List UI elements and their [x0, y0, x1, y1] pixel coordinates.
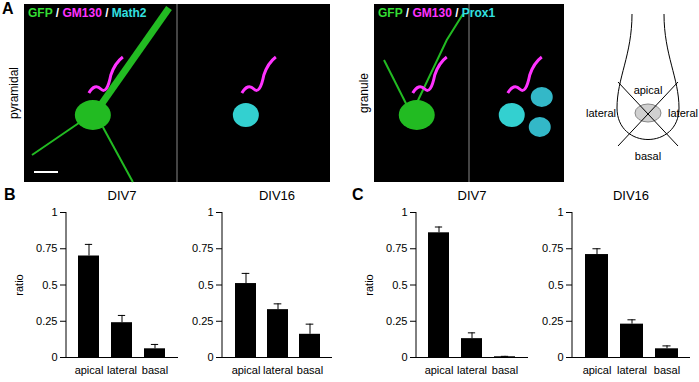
svg-text:0: 0 — [51, 351, 57, 363]
html-text:DIV7: DIV7 — [457, 188, 487, 203]
svg-text:GFP / GM130 / Math2: GFP / GM130 / Math2 — [28, 6, 147, 20]
svg-text:1: 1 — [401, 206, 407, 218]
svg-text:1: 1 — [51, 206, 57, 218]
svg-text:apical: apical — [75, 364, 104, 376]
svg-text:0.25: 0.25 — [542, 315, 563, 327]
svg-text:0.5: 0.5 — [392, 279, 407, 291]
svg-text:1: 1 — [207, 206, 213, 218]
svg-text:apical: apical — [232, 364, 261, 376]
svg-text:0.75: 0.75 — [192, 242, 213, 254]
svg-text:granule: granule — [357, 73, 371, 113]
svg-text:pyramidal: pyramidal — [7, 67, 21, 119]
svg-text:basal: basal — [635, 150, 661, 162]
svg-text:ratio: ratio — [363, 274, 375, 295]
svg-text:0.25: 0.25 — [386, 315, 407, 327]
svg-text:apical: apical — [425, 364, 454, 376]
svg-text:lateral: lateral — [617, 364, 647, 376]
svg-text:0.5: 0.5 — [548, 279, 563, 291]
svg-text:apical: apical — [634, 84, 663, 96]
svg-text:basal: basal — [297, 364, 323, 376]
svg-text:lateral: lateral — [668, 107, 698, 119]
svg-text:lateral: lateral — [107, 364, 137, 376]
svg-text:1: 1 — [557, 206, 563, 218]
svg-text:0.75: 0.75 — [36, 242, 57, 254]
svg-text:0.75: 0.75 — [386, 242, 407, 254]
svg-text:lateral: lateral — [457, 364, 487, 376]
svg-text:0: 0 — [401, 351, 407, 363]
html-text:B: B — [4, 186, 16, 203]
svg-text:0.25: 0.25 — [192, 315, 213, 327]
html-text:DIV16: DIV16 — [612, 188, 650, 203]
svg-text:0.5: 0.5 — [198, 279, 213, 291]
svg-text:0: 0 — [557, 351, 563, 363]
svg-text:basal: basal — [492, 364, 518, 376]
svg-text:0: 0 — [207, 351, 213, 363]
svg-text:0.25: 0.25 — [36, 315, 57, 327]
svg-text:basal: basal — [142, 364, 168, 376]
svg-text:0.75: 0.75 — [542, 242, 563, 254]
svg-text:basal: basal — [654, 364, 680, 376]
svg-text:lateral: lateral — [263, 364, 293, 376]
svg-text:0.5: 0.5 — [42, 279, 57, 291]
svg-text:lateral: lateral — [586, 107, 616, 119]
svg-text:GFP / GM130 / Prox1: GFP / GM130 / Prox1 — [378, 6, 496, 20]
html-text:DIV16: DIV16 — [258, 188, 296, 203]
html-text:DIV7: DIV7 — [107, 188, 137, 203]
html-text:C: C — [352, 186, 364, 203]
svg-text:apical: apical — [583, 364, 612, 376]
svg-text:A: A — [2, 0, 14, 17]
svg-text:ratio: ratio — [13, 274, 25, 295]
